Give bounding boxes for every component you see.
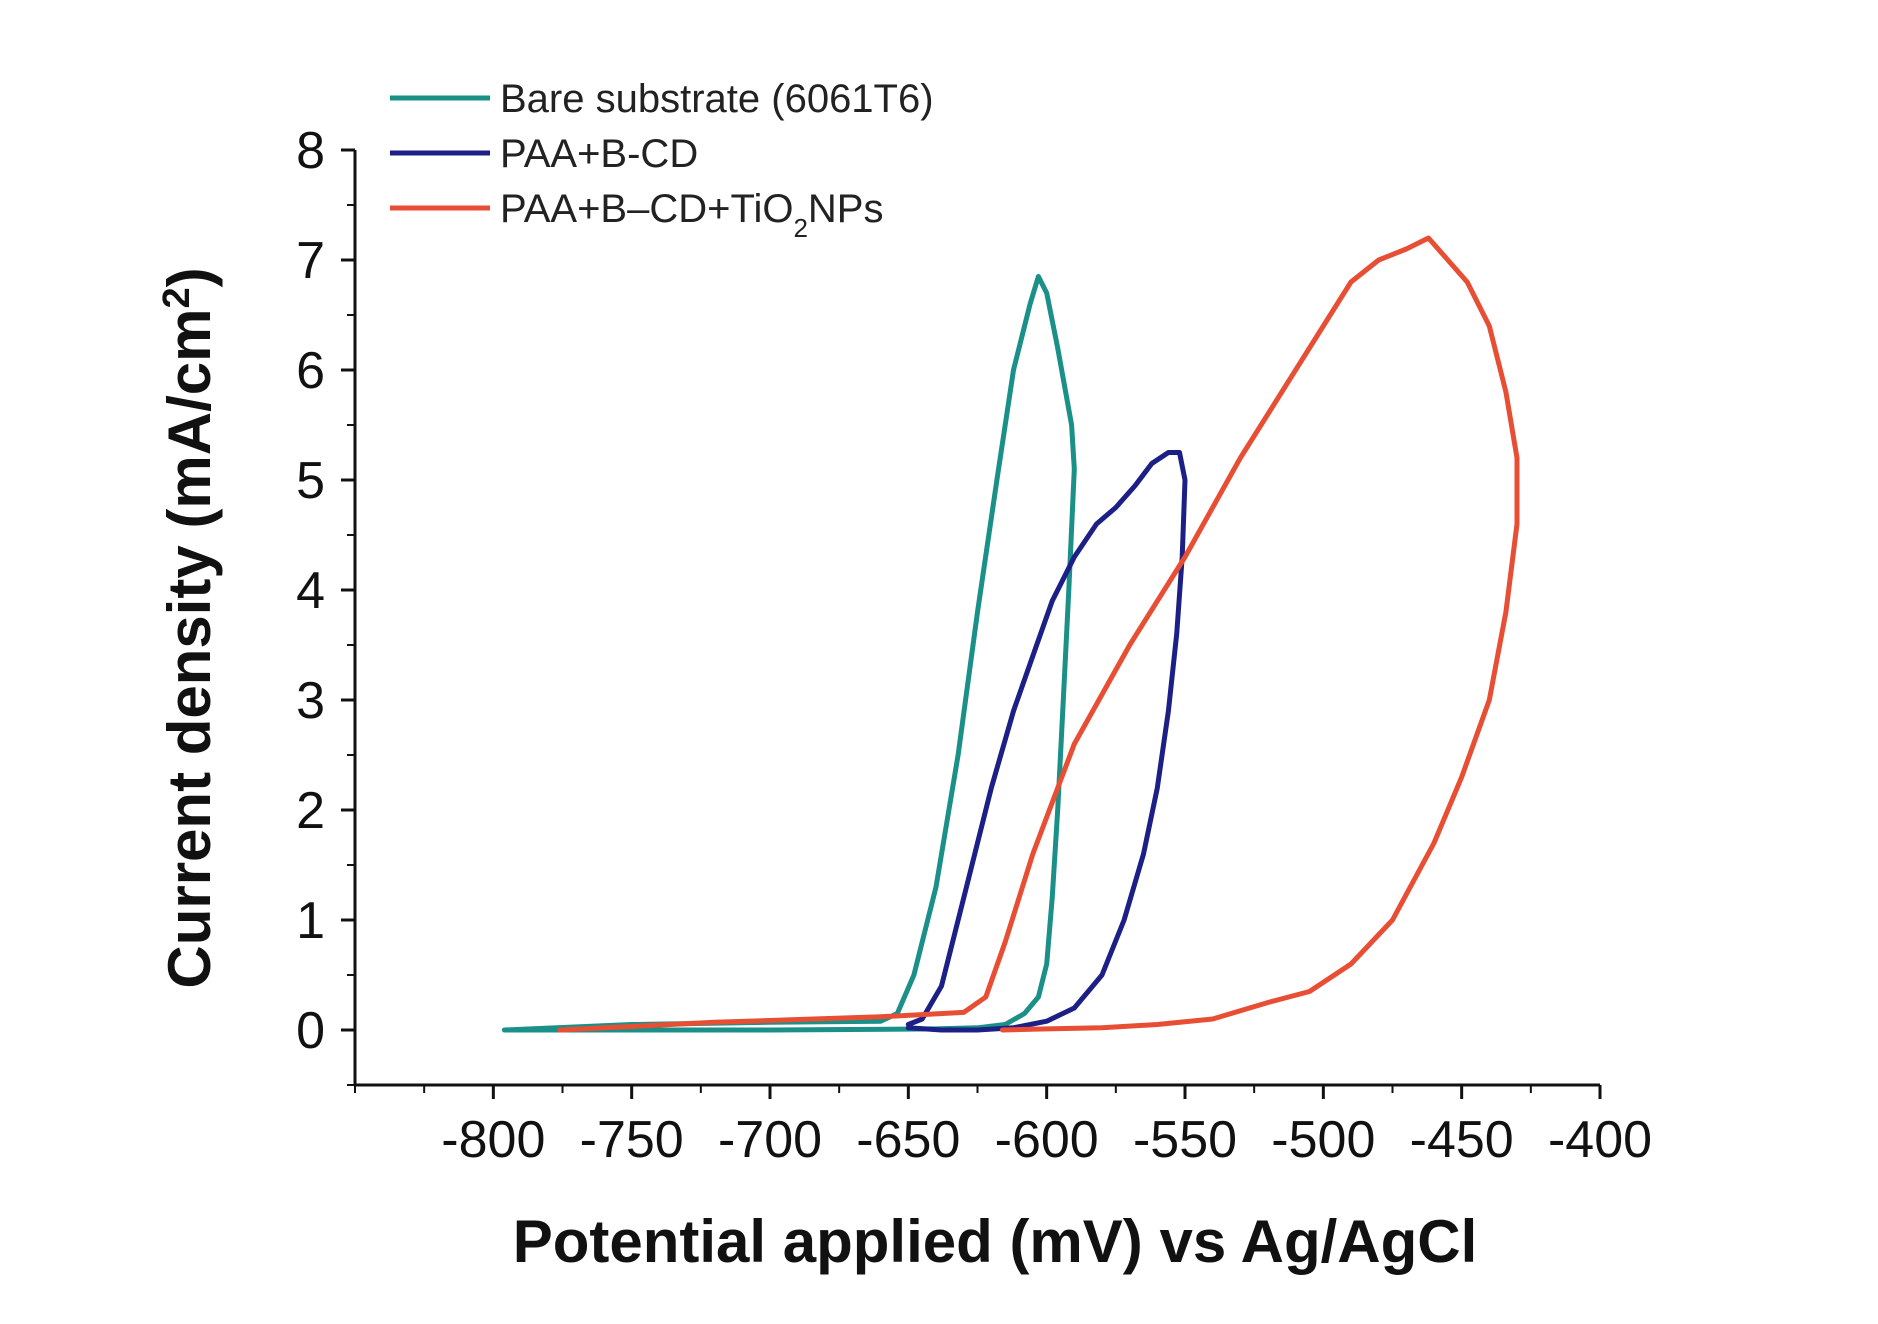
x-tick-label: -600 [995,1111,1099,1169]
series-layer [501,235,1520,1033]
y-axis-title: Current density (mA/cm2) [156,267,223,988]
y-tick-label: 3 [296,672,325,730]
legend-label-tio2-part3: NPs [808,187,884,231]
legend-label-bare: Bare substrate (6061T6) [500,77,934,121]
y-ticks: 0 1 2 3 4 5 6 7 8 [296,122,355,1086]
y-tick-label: 7 [296,232,325,290]
y-tick-label: 6 [296,342,325,400]
y-tick-label: 5 [296,452,325,510]
x-tick-label: -750 [580,1111,684,1169]
series-paa-bcd-curve [905,450,1188,1033]
x-tick-label: -550 [1133,1111,1237,1169]
x-tick-label: -800 [441,1111,545,1169]
series-paa-bcd-tio2-curve [557,235,1520,1033]
x-tick-label: -650 [856,1111,960,1169]
x-tick-label: -700 [718,1111,822,1169]
legend-label-paa-bcd-tio2: PAA+B–CD+TiO2NPs [500,187,883,243]
y-tick-label: 4 [296,562,325,620]
y-axis-title-close: ) [156,267,223,287]
legend-label-tio2-sub: 2 [793,213,807,243]
x-tick-label: -500 [1271,1111,1375,1169]
y-tick-label: 0 [296,1002,325,1060]
legend-label-tio2-part1: PAA+B–CD+TiO [500,187,793,231]
x-axis-title: Potential applied (mV) vs Ag/AgCl [513,1208,1478,1275]
y-axis-title-main: Current density (mA/cm [156,308,223,988]
y-tick-label: 2 [296,782,325,840]
x-tick-label: -400 [1548,1111,1652,1169]
y-tick-label: 8 [296,122,325,180]
legend: Bare substrate (6061T6) PAA+B-CD PAA+B–C… [390,77,934,243]
legend-label-paa-bcd: PAA+B-CD [500,132,698,176]
series-bare-substrate-curve [501,274,1077,1033]
x-tick-label: -450 [1410,1111,1514,1169]
y-axis-title-sup: 2 [156,287,198,308]
x-ticks: -800 -750 -700 -650 -600 -550 -500 -450 -400 [354,1085,1652,1169]
y-tick-label: 1 [296,892,325,950]
